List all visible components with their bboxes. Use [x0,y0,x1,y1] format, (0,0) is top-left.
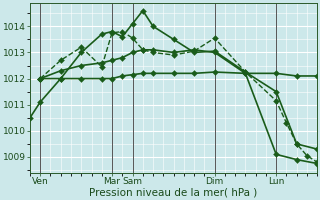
X-axis label: Pression niveau de la mer( hPa ): Pression niveau de la mer( hPa ) [90,187,258,197]
